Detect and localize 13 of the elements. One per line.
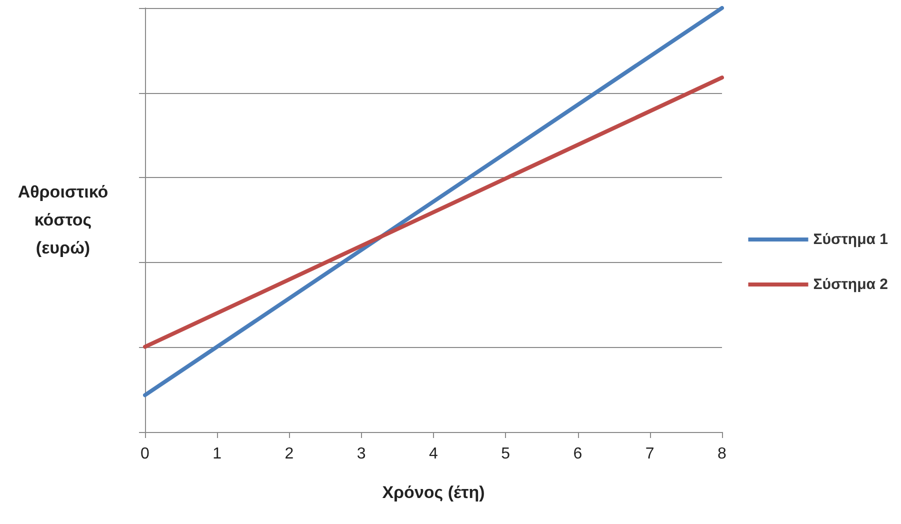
x-tick-label: 2 xyxy=(284,446,294,462)
x-tick-label: 0 xyxy=(140,446,150,462)
x-tick-label: 1 xyxy=(212,446,222,462)
x-tick-label: 6 xyxy=(573,446,582,462)
y-axis-title: Αθροιστικό κόστος (ευρώ) xyxy=(18,182,108,258)
x-axis-title: Χρόνος (έτη) xyxy=(382,483,485,502)
legend-label: Σύστημα 1 xyxy=(813,231,888,248)
x-tick-label: 7 xyxy=(645,446,654,462)
x-tick-label: 4 xyxy=(429,446,438,462)
x-tick-label: 5 xyxy=(501,446,510,462)
x-tick-label: 8 xyxy=(718,446,727,462)
x-tick-label: 3 xyxy=(356,446,366,462)
legend-label: Σύστημα 2 xyxy=(813,276,888,293)
